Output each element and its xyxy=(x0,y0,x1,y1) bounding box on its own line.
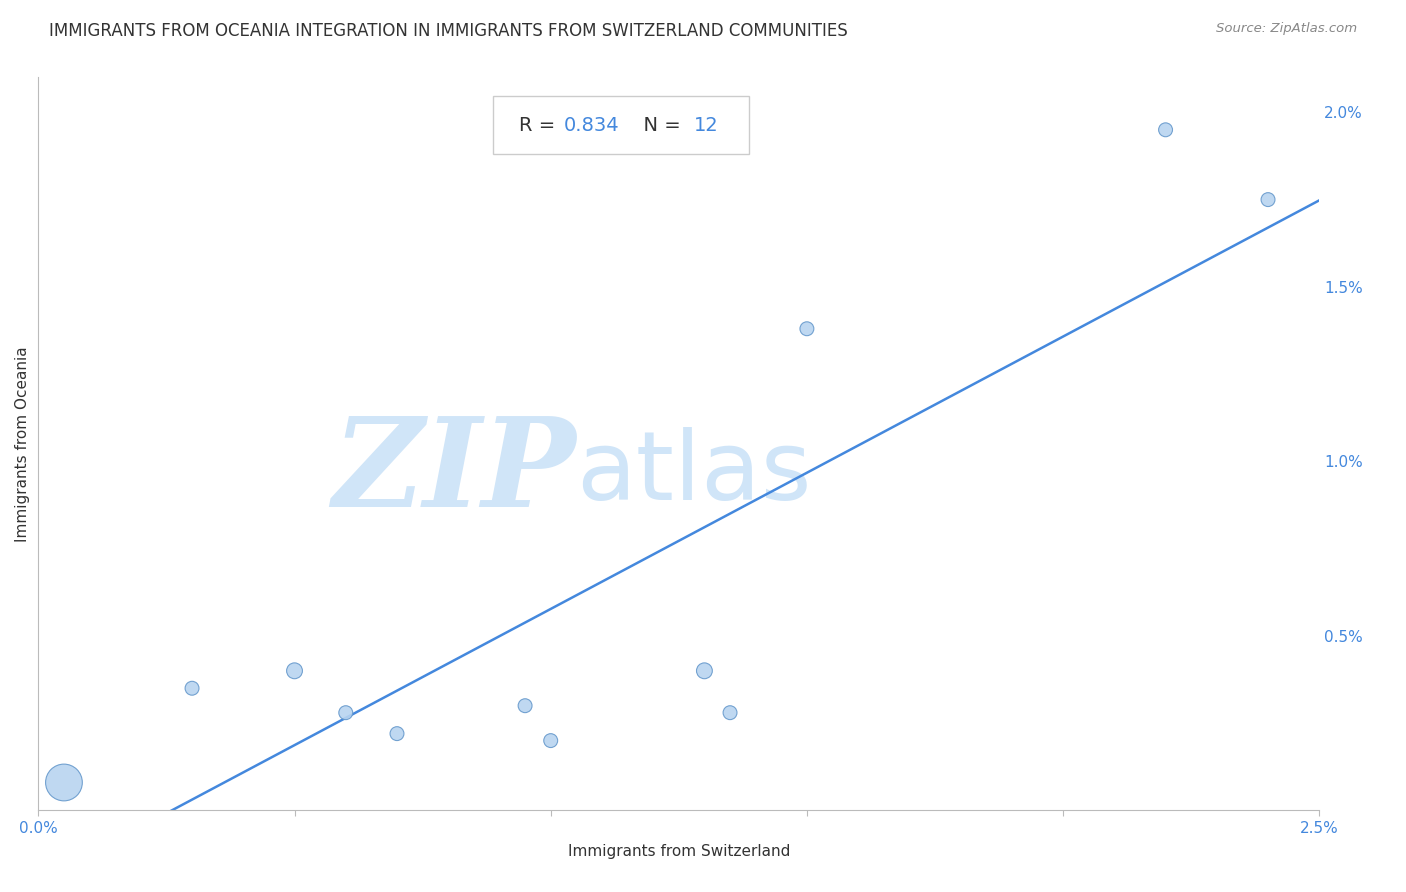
Text: 12: 12 xyxy=(695,116,718,135)
Text: R =: R = xyxy=(519,116,561,135)
Text: ZIP: ZIP xyxy=(333,412,576,534)
Point xyxy=(718,706,741,720)
Point xyxy=(693,664,716,678)
Point xyxy=(181,681,204,696)
Text: 0.834: 0.834 xyxy=(564,116,619,135)
Y-axis label: Immigrants from Oceania: Immigrants from Oceania xyxy=(15,346,30,541)
Point xyxy=(385,726,408,740)
Point xyxy=(52,775,75,789)
Text: atlas: atlas xyxy=(576,426,811,520)
Text: Source: ZipAtlas.com: Source: ZipAtlas.com xyxy=(1216,22,1357,36)
Text: N =: N = xyxy=(631,116,688,135)
Point xyxy=(540,733,562,747)
Point xyxy=(796,322,818,336)
Point xyxy=(1154,123,1177,137)
Text: IMMIGRANTS FROM OCEANIA INTEGRATION IN IMMIGRANTS FROM SWITZERLAND COMMUNITIES: IMMIGRANTS FROM OCEANIA INTEGRATION IN I… xyxy=(49,22,848,40)
Point xyxy=(335,706,357,720)
Point xyxy=(513,698,536,713)
X-axis label: Immigrants from Switzerland: Immigrants from Switzerland xyxy=(568,844,790,859)
Point xyxy=(283,664,305,678)
Point xyxy=(1257,193,1279,207)
FancyBboxPatch shape xyxy=(494,95,749,154)
